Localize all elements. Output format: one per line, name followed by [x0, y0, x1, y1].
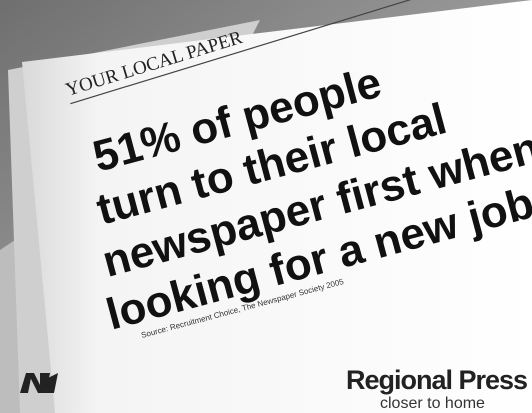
brand-tagline: closer to home	[380, 395, 485, 412]
newspaper	[22, 0, 532, 413]
logo	[20, 373, 58, 393]
brand-name: Regional Press	[346, 365, 527, 395]
rule	[70, 0, 473, 105]
